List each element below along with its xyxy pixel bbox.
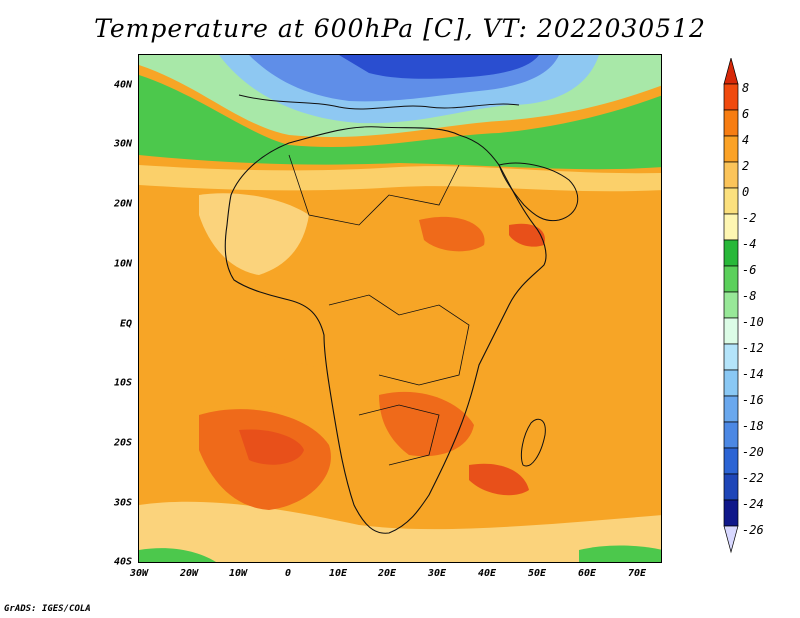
lon-label-40e: 40E [477, 568, 497, 579]
mediterranean-coast [238, 94, 520, 110]
cbar-label-m26: -26 [742, 523, 764, 537]
colorbar-swatch [723, 343, 739, 371]
cbar-label-m16: -16 [742, 393, 764, 407]
colorbar-swatch [723, 447, 739, 475]
lon-label-30w: 30W [129, 568, 149, 579]
colorbar-swatch [723, 369, 739, 397]
map-canvas [139, 55, 661, 562]
lat-label-20n: 20N [113, 198, 132, 210]
cbar-label-m20: -20 [742, 445, 764, 459]
colorbar-swatch [723, 525, 739, 554]
cbar-label-m18: -18 [742, 419, 764, 433]
lat-label-10s: 10S [113, 377, 132, 389]
cbar-label-m6: -6 [742, 263, 757, 277]
cbar-label-6: 6 [742, 107, 750, 121]
cbar-label-m8: -8 [742, 289, 757, 303]
cold-pool-dark [339, 55, 539, 79]
grads-credit: GrADS: IGES/COLA [4, 604, 91, 614]
cbar-label-2: 2 [742, 159, 750, 173]
cbar-label-8: 8 [742, 81, 750, 95]
cbar-label-m2: -2 [742, 211, 757, 225]
cbar-label-4: 4 [742, 133, 750, 147]
lon-label-50e: 50E [527, 568, 547, 579]
country-borders-central [328, 294, 470, 386]
lat-label-40n: 40N [113, 79, 132, 91]
colorbar-swatch [723, 473, 739, 501]
lat-label-40s: 40S [113, 556, 132, 568]
warm-spot-horn [509, 223, 545, 247]
temperature-map [138, 54, 662, 563]
cbar-label-m10: -10 [742, 315, 764, 329]
colorbar-swatch [723, 291, 739, 319]
colorbar-swatch [723, 58, 739, 85]
lon-label-20w: 20W [179, 568, 199, 579]
lon-label-20e: 20E [377, 568, 397, 579]
lon-label-0: 0 [284, 568, 292, 579]
arabia-outline [498, 162, 579, 222]
green-patch-southeast [579, 545, 661, 562]
yellow-band-north [139, 165, 661, 192]
colorbar-swatch [723, 265, 739, 293]
lon-label-10e: 10E [328, 568, 348, 579]
lat-label-30s: 30S [113, 497, 132, 509]
lat-label-30n: 30N [113, 138, 132, 150]
cbar-label-m24: -24 [742, 497, 764, 511]
cbar-label-m12: -12 [742, 341, 764, 355]
colorbar-swatch [723, 395, 739, 423]
colorbar-swatch [723, 421, 739, 449]
warm-spot-south-africa [379, 391, 474, 457]
lon-label-10w: 10W [228, 568, 248, 579]
lon-label-60e: 60E [577, 568, 597, 579]
country-borders-south [358, 404, 440, 466]
colorbar-swatch [723, 239, 739, 267]
colorbar-swatch [723, 109, 739, 137]
africa-coastline [224, 126, 547, 534]
sahel-light-patch [199, 193, 309, 275]
lon-label-30e: 30E [427, 568, 447, 579]
colorbar-swatch [723, 135, 739, 163]
warm-tongue [139, 351, 339, 415]
country-borders-north [288, 154, 460, 226]
warm-spot-east-africa [419, 216, 485, 252]
colorbar-swatch [723, 161, 739, 189]
colorbar-swatch [723, 317, 739, 345]
lat-label-20s: 20S [113, 437, 132, 449]
warm-core-southwest [239, 429, 304, 465]
lon-label-70e: 70E [627, 568, 647, 579]
warm-spot-mozambique [469, 463, 529, 496]
colorbar-swatch [723, 83, 739, 111]
madagascar-outline [520, 418, 546, 467]
colorbar-swatch [723, 187, 739, 215]
lat-label-eq: EQ [119, 318, 132, 330]
cbar-label-0: 0 [742, 185, 750, 199]
cbar-label-m14: -14 [742, 367, 764, 381]
yellow-band-south [139, 501, 661, 562]
colorbar-swatch [723, 213, 739, 241]
map-title: Temperature at 600hPa [C], VT: 202203051… [94, 14, 706, 43]
colorbar-swatch [723, 499, 739, 527]
green-band [139, 75, 661, 170]
cbar-label-m4: -4 [742, 237, 757, 251]
cbar-label-m22: -22 [742, 471, 764, 485]
green-patch-southwest [139, 548, 216, 562]
lat-label-10n: 10N [113, 258, 132, 270]
colorbar [723, 58, 739, 554]
